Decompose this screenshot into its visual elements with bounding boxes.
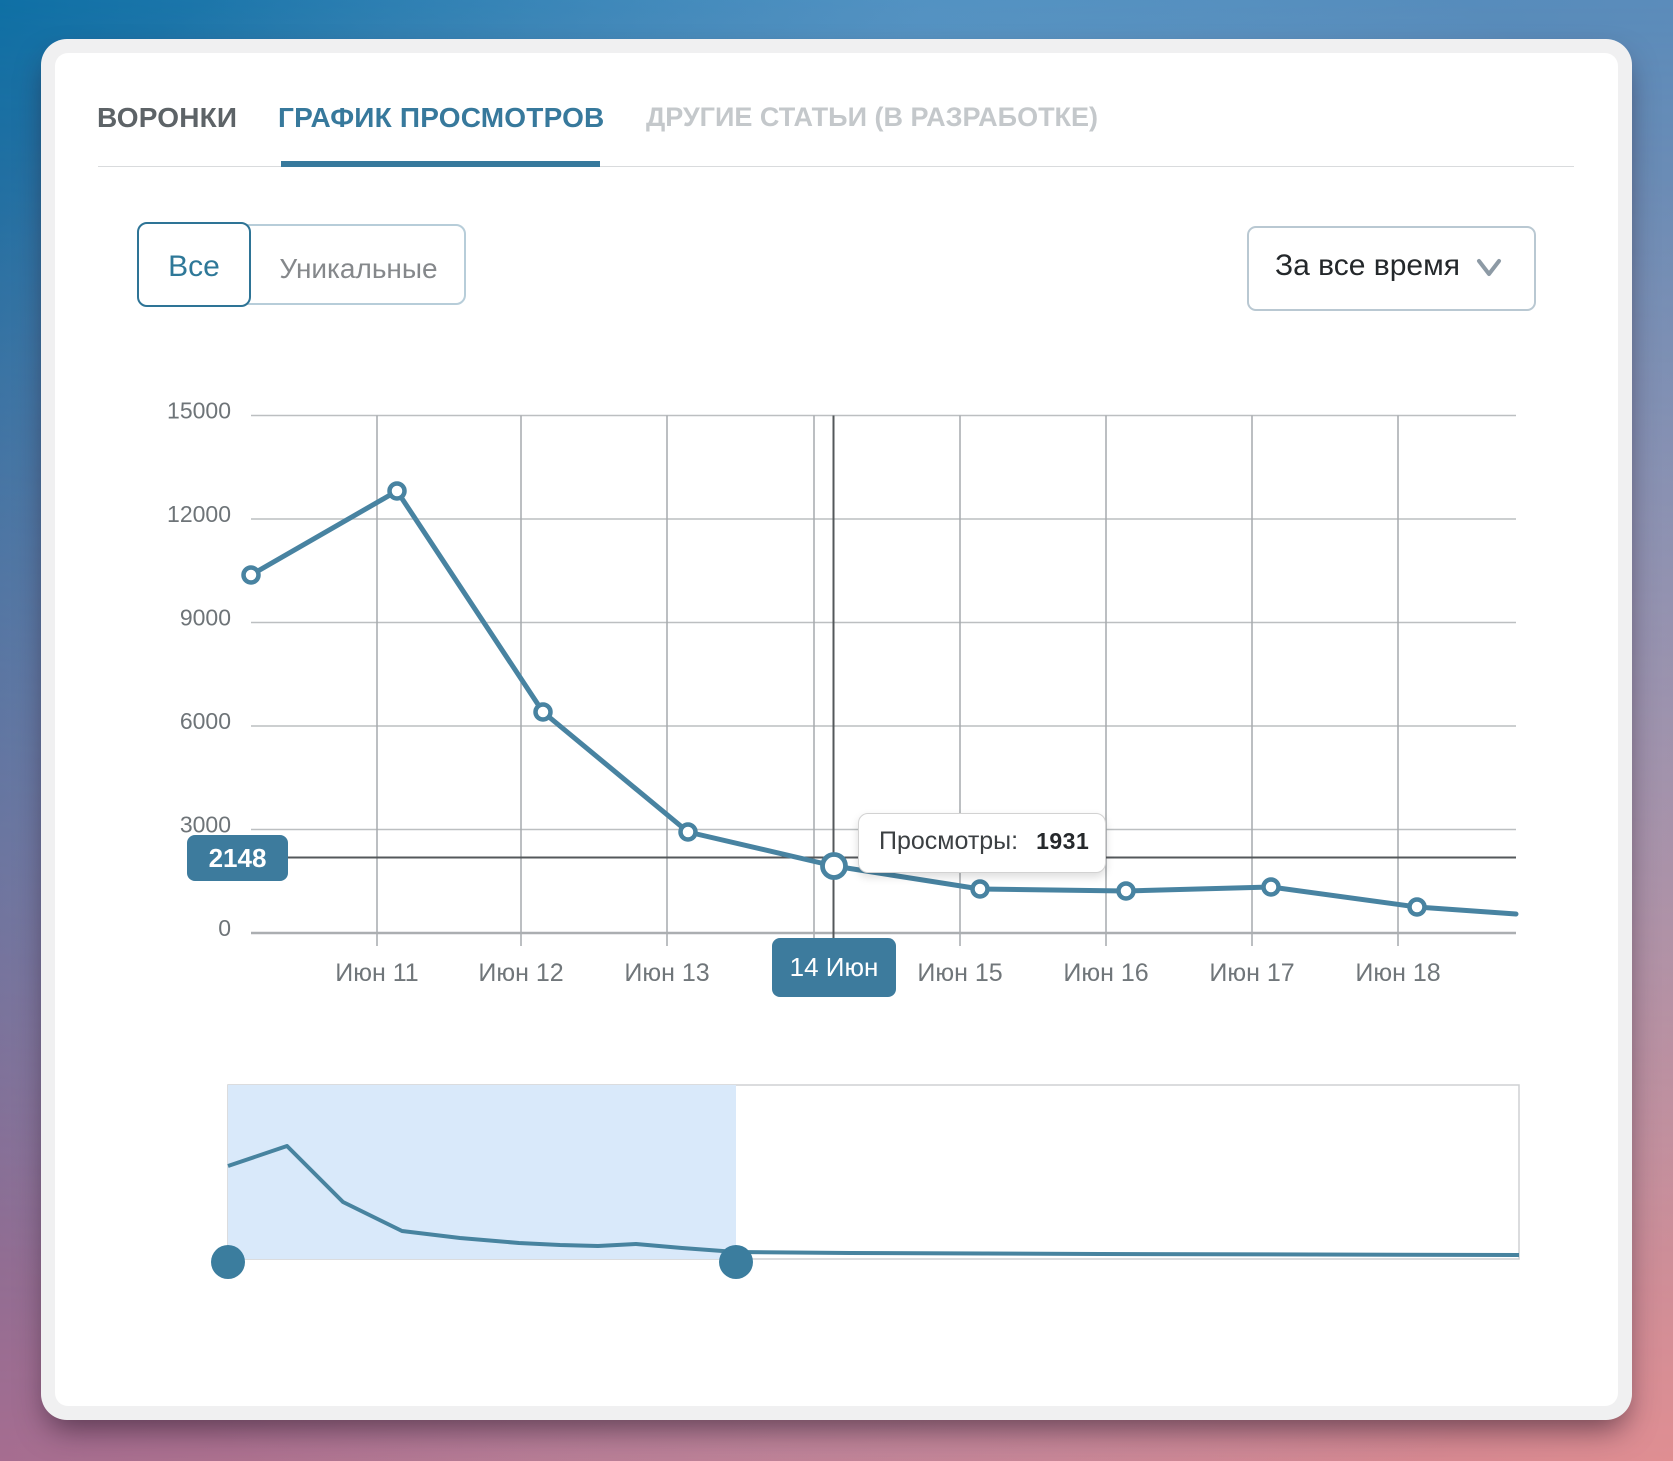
svg-text:6000: 6000 — [180, 708, 231, 734]
svg-text:0: 0 — [218, 915, 231, 941]
svg-text:Июн 16: Июн 16 — [1063, 959, 1148, 987]
svg-text:Июн 18: Июн 18 — [1355, 959, 1440, 987]
svg-text:3000: 3000 — [180, 812, 231, 838]
svg-text:9000: 9000 — [180, 605, 231, 631]
svg-text:Июн 13: Июн 13 — [624, 959, 709, 987]
svg-text:15000: 15000 — [167, 398, 231, 424]
svg-text:12000: 12000 — [167, 501, 231, 527]
svg-text:Июн 15: Июн 15 — [917, 959, 1002, 987]
svg-text:Июн 11: Июн 11 — [335, 959, 418, 987]
svg-text:Июн 17: Июн 17 — [1209, 959, 1294, 987]
svg-text:Июн 12: Июн 12 — [478, 959, 563, 987]
